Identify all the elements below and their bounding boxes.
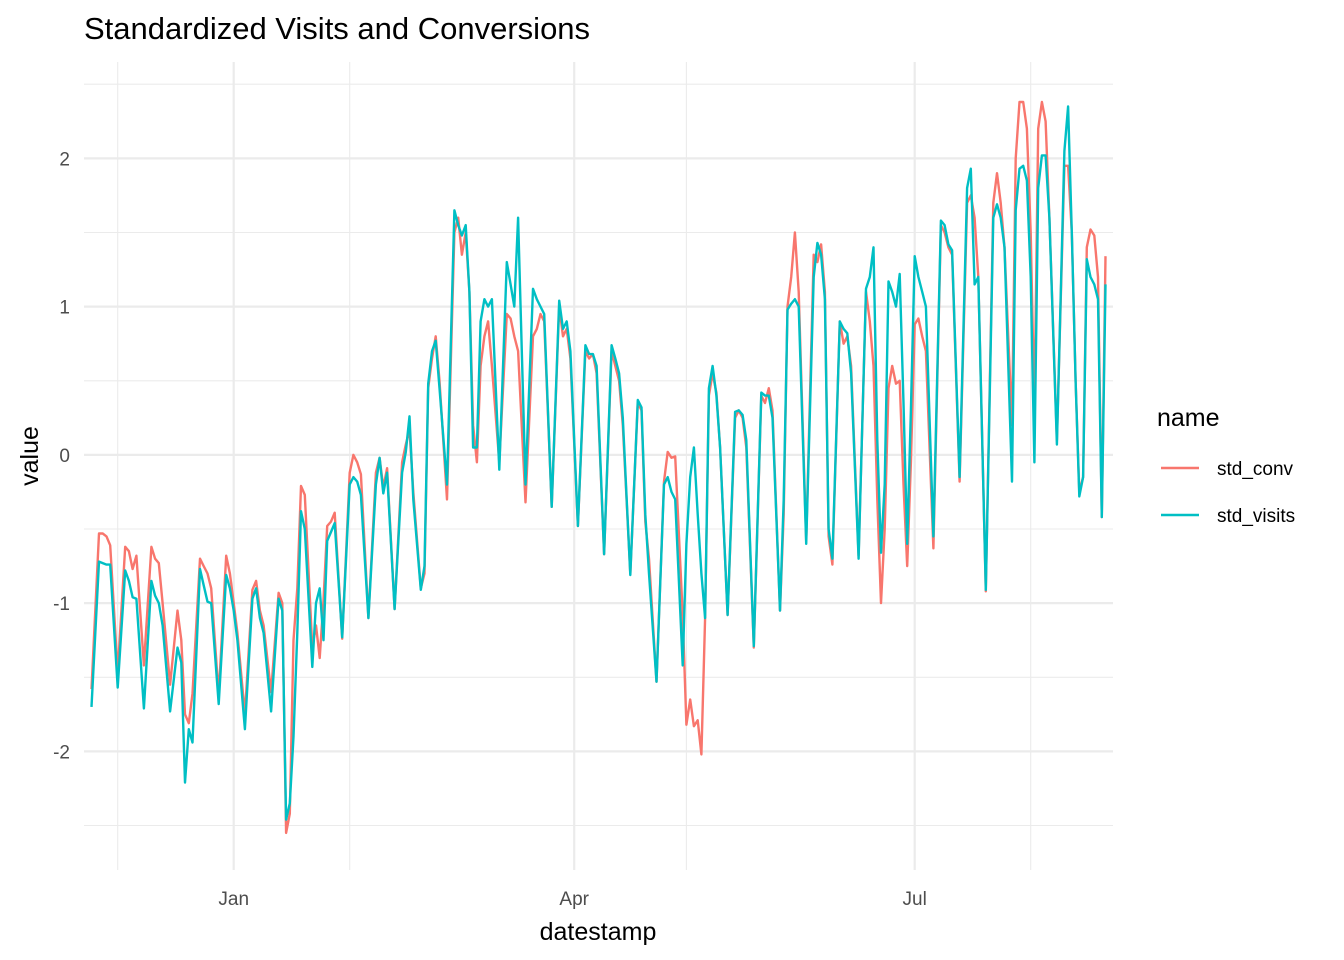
y-tick-label: 1 [59, 298, 70, 319]
plot-panel [90, 100, 1107, 835]
x-tick-label: Jan [218, 889, 249, 910]
legend-title: name [1157, 404, 1220, 432]
y-tick-label: -1 [53, 594, 70, 615]
x-tick-label: Apr [559, 889, 589, 910]
x-axis-title: datestamp [540, 918, 657, 946]
legend-items: std_conv std_visits [1161, 459, 1295, 527]
legend: name std_conv std_visits [1157, 404, 1295, 527]
x-tick-label: Jul [903, 889, 927, 910]
series-line-std_visits [90, 105, 1107, 821]
legend-label: std_visits [1217, 506, 1295, 527]
y-tick-label: -2 [53, 742, 70, 763]
axis-labels: -2 -1 0 1 2 Jan Apr Jul [53, 149, 927, 910]
y-axis-title: value [16, 426, 44, 486]
legend-label: std_conv [1217, 459, 1294, 480]
y-tick-label: 2 [59, 149, 70, 170]
y-tick-label: 0 [59, 446, 70, 467]
chart-title: Standardized Visits and Conversions [84, 11, 590, 46]
